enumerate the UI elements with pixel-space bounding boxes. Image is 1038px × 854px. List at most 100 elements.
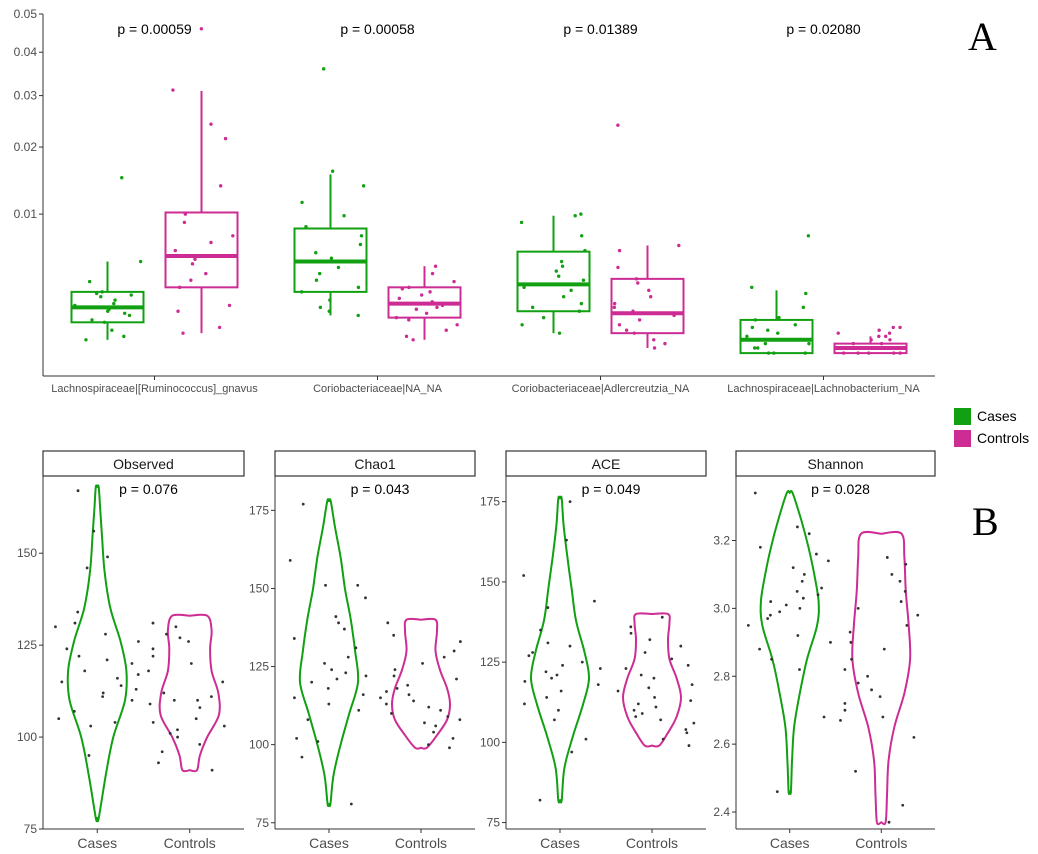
- data-point: [577, 309, 582, 313]
- data-point: [151, 647, 155, 651]
- data-point: [687, 744, 691, 747]
- facet-x-label: Cases: [540, 835, 580, 851]
- violin-controls: [851, 530, 912, 826]
- data-point: [570, 750, 574, 754]
- data-point: [73, 621, 77, 625]
- y-tick-label-a: 0.02: [14, 140, 38, 154]
- data-point: [652, 346, 657, 350]
- data-point: [77, 654, 81, 658]
- data-point: [73, 303, 77, 308]
- data-point: [616, 689, 620, 693]
- data-point: [107, 305, 111, 310]
- data-point: [843, 668, 847, 671]
- data-point: [90, 318, 94, 322]
- data-point: [92, 529, 96, 533]
- data-point: [87, 279, 92, 284]
- facet-shannon: Shannon 2.4 2.6 2.8 3.0 3.2 p = 0.028 Cases Cont…: [713, 450, 936, 851]
- data-point: [912, 735, 916, 739]
- data-point: [629, 625, 633, 629]
- data-point: [222, 724, 226, 728]
- box-controls: [164, 27, 239, 335]
- facet-strip: [274, 450, 476, 477]
- data-point: [344, 671, 348, 675]
- facet-y-tick-label: 150: [249, 581, 269, 595]
- facet-y-tick-label: 75: [24, 822, 38, 836]
- data-point: [584, 737, 588, 741]
- data-point: [342, 627, 346, 631]
- data-point: [629, 631, 633, 635]
- data-point: [579, 301, 584, 306]
- data-point: [198, 706, 202, 710]
- data-point: [127, 313, 132, 318]
- y-tick-label-a: 0.05: [14, 7, 38, 21]
- data-point: [624, 667, 628, 670]
- data-point: [198, 743, 202, 746]
- data-point: [129, 293, 133, 297]
- data-point: [560, 264, 565, 268]
- facet-y-tick-label: 100: [249, 738, 269, 752]
- data-point: [100, 290, 104, 294]
- data-point: [317, 271, 322, 276]
- data-point: [563, 282, 568, 287]
- facet-y-tick-label: 150: [17, 546, 37, 560]
- data-point: [119, 684, 123, 687]
- data-point: [151, 621, 155, 625]
- legend-label-cases: Cases: [977, 408, 1017, 424]
- data-point: [176, 309, 180, 313]
- data-point: [814, 552, 818, 556]
- data-point: [690, 683, 694, 686]
- data-point: [359, 234, 364, 238]
- box-iqr: [739, 318, 814, 355]
- data-point: [898, 325, 902, 330]
- data-point: [637, 318, 642, 322]
- data-point: [885, 556, 889, 559]
- data-point: [882, 647, 886, 651]
- panel-b-violins: Observed 75 100 125 150 p = 0.076 Cases Control…: [17, 450, 936, 851]
- data-point: [102, 320, 107, 325]
- facet-x-label: Cases: [77, 835, 117, 851]
- facet-title: Observed: [113, 456, 174, 472]
- data-point: [888, 338, 892, 342]
- facet-y-tick-label: 125: [249, 660, 269, 674]
- legend: Cases Controls: [954, 408, 1029, 447]
- data-point: [916, 613, 920, 617]
- data-point: [561, 294, 566, 299]
- data-point: [685, 731, 689, 735]
- facet-x-label: Controls: [164, 835, 216, 851]
- data-point: [335, 259, 339, 264]
- data-point: [807, 532, 811, 536]
- data-point: [573, 214, 577, 218]
- data-point: [775, 790, 779, 794]
- facet-ace: ACE 75 100 125 150 175 p = 0.049 Cases Controls: [480, 450, 707, 851]
- data-point: [94, 291, 99, 296]
- data-point: [406, 683, 410, 687]
- data-point: [99, 294, 103, 299]
- data-point: [168, 731, 172, 735]
- violin-controls: [390, 617, 452, 750]
- violin-cases: [298, 498, 360, 808]
- data-point: [898, 351, 902, 355]
- data-point: [209, 240, 213, 245]
- data-point: [400, 287, 405, 291]
- violin-cases: [66, 484, 128, 823]
- data-point: [632, 708, 636, 712]
- data-point: [903, 590, 907, 593]
- data-point: [190, 262, 195, 266]
- data-point: [151, 720, 155, 724]
- data-point: [421, 662, 424, 665]
- data-point: [122, 334, 126, 339]
- data-point: [204, 271, 208, 276]
- data-point: [884, 334, 888, 339]
- data-point: [849, 640, 853, 644]
- data-point: [356, 285, 361, 290]
- data-point: [314, 251, 318, 255]
- data-point: [877, 334, 881, 339]
- data-point: [854, 769, 857, 773]
- data-point: [750, 285, 754, 290]
- data-point: [329, 256, 334, 260]
- data-point: [843, 708, 847, 712]
- data-point: [397, 296, 402, 301]
- data-point: [356, 583, 360, 587]
- data-point: [579, 212, 583, 216]
- data-point: [887, 331, 892, 335]
